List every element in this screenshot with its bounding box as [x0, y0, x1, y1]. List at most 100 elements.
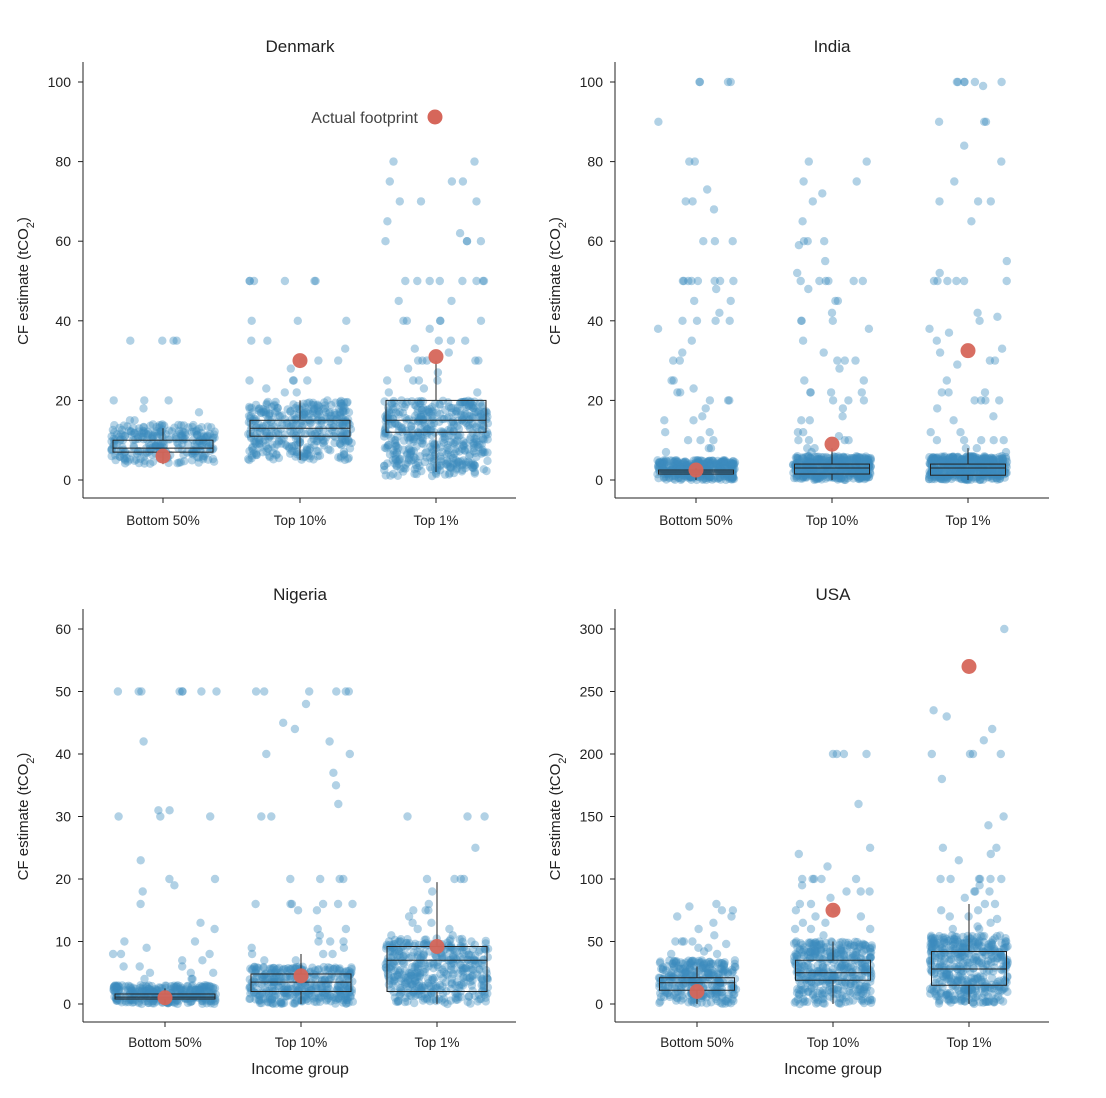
- data-point: [180, 457, 189, 466]
- data-point: [463, 812, 472, 821]
- y-tick-label: 100: [48, 74, 72, 90]
- data-point: [838, 404, 848, 413]
- data-point: [115, 423, 124, 433]
- data-point: [827, 308, 837, 317]
- x-tick-label: Top 1%: [414, 1035, 459, 1050]
- data-point: [308, 408, 317, 418]
- data-point: [175, 458, 184, 467]
- data-point: [340, 450, 349, 460]
- data-point: [800, 996, 809, 1006]
- data-point: [380, 429, 389, 438]
- data-point: [683, 436, 693, 445]
- data-point: [139, 422, 148, 432]
- data-point: [334, 453, 343, 462]
- data-point: [314, 356, 323, 365]
- data-point: [929, 706, 938, 715]
- x-tick-label: Top 10%: [274, 513, 327, 528]
- data-point: [856, 912, 866, 921]
- data-point: [855, 458, 864, 467]
- data-point: [391, 419, 400, 428]
- data-point: [196, 432, 205, 441]
- data-point: [386, 947, 395, 956]
- data-point: [709, 918, 718, 927]
- data-point: [798, 918, 808, 927]
- data-point: [411, 401, 421, 410]
- data-point: [325, 409, 334, 418]
- data-point: [289, 376, 298, 385]
- data-point: [261, 421, 271, 430]
- data-point: [255, 404, 264, 413]
- data-point: [387, 408, 396, 417]
- data-point: [246, 964, 255, 973]
- data-point: [336, 428, 345, 438]
- data-point: [997, 77, 1006, 87]
- y-axis-title: CF estimate (tCO2): [15, 217, 37, 345]
- data-point: [454, 432, 463, 441]
- data-point: [210, 874, 220, 884]
- data-point: [380, 461, 389, 471]
- data-point: [251, 899, 260, 909]
- data-point: [193, 430, 202, 439]
- data-point: [403, 449, 412, 458]
- data-point: [382, 414, 391, 423]
- data-point: [251, 687, 261, 696]
- data-point: [451, 444, 460, 454]
- data-point: [120, 431, 129, 441]
- data-point: [709, 205, 719, 214]
- actual-footprint-marker: [429, 939, 445, 954]
- data-point: [274, 453, 284, 463]
- data-point: [198, 435, 208, 444]
- data-point: [431, 449, 440, 459]
- data-point: [287, 447, 296, 456]
- data-point: [307, 428, 316, 437]
- data-point: [109, 434, 118, 444]
- data-point: [251, 423, 261, 432]
- data-point: [391, 450, 400, 459]
- data-point: [804, 436, 814, 445]
- data-point: [994, 986, 1003, 995]
- data-point: [187, 449, 196, 458]
- data-point: [321, 408, 331, 417]
- data-point: [469, 441, 478, 450]
- y-axis-title: CF estimate (tCO2): [15, 753, 37, 881]
- data-point: [394, 426, 403, 435]
- data-point: [339, 407, 348, 416]
- data-point: [342, 316, 351, 325]
- data-point: [413, 416, 423, 426]
- data-point: [111, 451, 120, 460]
- data-point: [853, 987, 862, 996]
- data-point: [392, 462, 401, 471]
- data-point: [341, 417, 350, 426]
- strip-points: [789, 749, 877, 1009]
- data-point: [312, 906, 322, 915]
- data-point: [282, 441, 292, 451]
- data-point: [728, 237, 737, 246]
- data-point: [259, 408, 269, 417]
- data-point: [250, 414, 259, 424]
- data-point: [247, 451, 256, 460]
- data-point: [304, 451, 313, 460]
- data-point: [794, 436, 803, 445]
- data-point: [427, 402, 437, 412]
- data-point: [270, 400, 279, 410]
- data-point: [192, 426, 201, 435]
- data-point: [820, 237, 829, 246]
- data-point: [424, 407, 434, 416]
- data-point: [470, 461, 480, 470]
- data-point: [307, 400, 316, 409]
- data-point: [331, 398, 340, 407]
- data-point: [294, 409, 303, 418]
- data-point: [425, 324, 434, 333]
- data-point: [309, 400, 318, 410]
- data-point: [331, 781, 341, 790]
- data-point: [940, 945, 950, 955]
- data-point: [794, 241, 804, 250]
- data-point: [400, 402, 409, 412]
- data-point: [828, 396, 838, 405]
- data-point: [430, 418, 439, 428]
- data-point: [435, 452, 445, 461]
- data-point: [414, 458, 423, 468]
- data-point: [339, 417, 348, 426]
- data-point: [300, 449, 309, 458]
- data-point: [390, 459, 399, 468]
